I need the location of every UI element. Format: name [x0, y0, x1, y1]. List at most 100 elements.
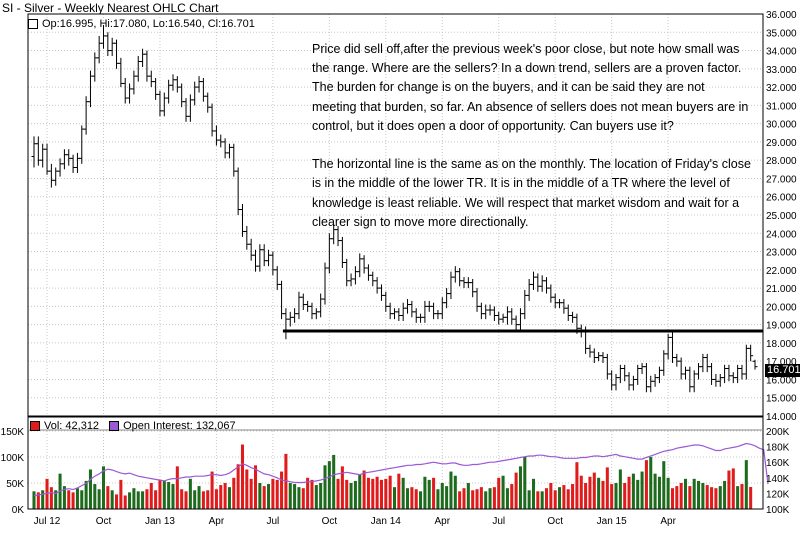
volume-bar [510, 484, 514, 509]
volume-tick-label-left: 0K [12, 505, 25, 516]
ohlc-bar [539, 275, 545, 292]
ohlc-bar [253, 249, 259, 272]
volume-bar [644, 460, 648, 509]
ohlc-bar [478, 302, 484, 320]
ohlc-bar [174, 76, 180, 93]
volume-bar [714, 488, 718, 509]
volume-bar [527, 490, 531, 509]
ohlc-bar [244, 225, 250, 250]
volume-bar [280, 471, 284, 509]
ohlc-bar [66, 149, 72, 166]
volume-bar [623, 483, 627, 509]
volume-bar [601, 480, 605, 509]
ohlc-bar [704, 353, 710, 373]
volume-bar [141, 491, 145, 509]
volume-bar [662, 461, 666, 509]
volume-tick-label-right: 180K [766, 443, 790, 454]
volume-bar [549, 483, 553, 509]
volume-bar [597, 477, 601, 509]
ohlc-bar [48, 163, 54, 188]
price-tick-label: 19.000 [766, 321, 797, 332]
ohlc-bar [669, 331, 675, 364]
volume-bar [749, 486, 753, 509]
ohlc-bar [400, 302, 406, 321]
ohlc-bar [696, 363, 702, 380]
ohlc-bar [140, 48, 146, 67]
ohlc-bar [530, 271, 536, 290]
volume-bar [371, 478, 375, 509]
x-axis: Jul 12 Oct Jan 13 Apr Jul Oct Jan 14 Apr Jul Oct J… [34, 516, 677, 527]
volume-bar [319, 483, 323, 509]
volume-bar [97, 489, 101, 509]
ohlc-bar [61, 149, 67, 170]
volume-bar [314, 485, 318, 509]
ohlc-bar [300, 293, 306, 311]
ohlc-bar [461, 277, 467, 289]
volume-bar [162, 480, 166, 509]
ohlc-bar [35, 136, 41, 166]
ohlc-bar [661, 350, 667, 376]
ohlc-bar [665, 333, 671, 360]
ohlc-bar [557, 299, 563, 309]
volume-bar [553, 490, 557, 509]
price-tick-label: 31.000 [766, 101, 797, 112]
volume-bar [436, 489, 440, 509]
volume-bar [171, 484, 175, 509]
x-tick-label: Jan 15 [597, 516, 627, 527]
ohlc-bar [370, 271, 376, 287]
ohlc-bar [748, 344, 754, 362]
volume-bar [210, 471, 214, 509]
volume-bar [384, 478, 388, 509]
volume-bar [723, 480, 727, 509]
price-tick-label: 14.000 [766, 412, 797, 423]
volume-bar [584, 483, 588, 509]
ohlc-bar [470, 278, 476, 298]
volume-bar [675, 486, 679, 509]
volume-bar [275, 479, 279, 509]
volume-bar [592, 472, 596, 509]
x-tick-label: Jul [492, 516, 505, 527]
ohlc-bar [222, 138, 228, 159]
x-tick-label: Jan 13 [145, 516, 175, 527]
volume-tick-label-right: 200K [766, 427, 790, 438]
annotation-paragraph-2: The horizontal line is the same as on th… [312, 157, 751, 229]
volume-bar [115, 494, 119, 509]
volume-bar [36, 492, 40, 509]
volume-bar [219, 485, 223, 509]
volume-bar [262, 486, 266, 509]
ohlc-bar [452, 266, 458, 283]
ohlc-bar [613, 373, 619, 391]
ohlc-bar [713, 373, 719, 387]
oi-legend-swatch [109, 421, 120, 431]
volume-bar [75, 488, 79, 509]
ohlc-bar [292, 308, 298, 323]
chart-title: SI - Silver - Weekly Nearest OHLC Chart [2, 1, 219, 15]
ohlc-bar [700, 353, 706, 373]
volume-bar [80, 490, 84, 509]
ohlc-bar [431, 302, 437, 320]
volume-bar [531, 478, 536, 509]
ohlc-bar [570, 311, 576, 323]
ohlc-bar [683, 366, 689, 380]
volume-bar [253, 465, 258, 509]
volume-bar [349, 483, 353, 509]
ohlc-bar [70, 154, 76, 173]
volume-bar [193, 490, 197, 509]
volume-bar [214, 489, 218, 509]
ohlc-bar [639, 363, 645, 374]
volume-bar [466, 483, 470, 509]
price-tick-label: 36.000 [766, 10, 797, 21]
price-tick-label: 26.000 [766, 193, 797, 204]
price-legend-swatch [28, 19, 38, 29]
volume-tick-label-right: 160K [766, 458, 790, 469]
ohlc-bar [630, 375, 636, 391]
price-tick-label: 25.000 [766, 211, 797, 222]
ohlc-bar [170, 74, 176, 91]
ohlc-bar [752, 359, 758, 370]
volume-bar [410, 487, 414, 509]
ohlc-bar [387, 302, 393, 320]
volume-legend: Vol: 42,312 Open Interest: 132,067 [30, 420, 236, 432]
volume-bar [236, 464, 240, 509]
volume-bar [375, 476, 379, 509]
ohlc-bar [674, 353, 680, 367]
